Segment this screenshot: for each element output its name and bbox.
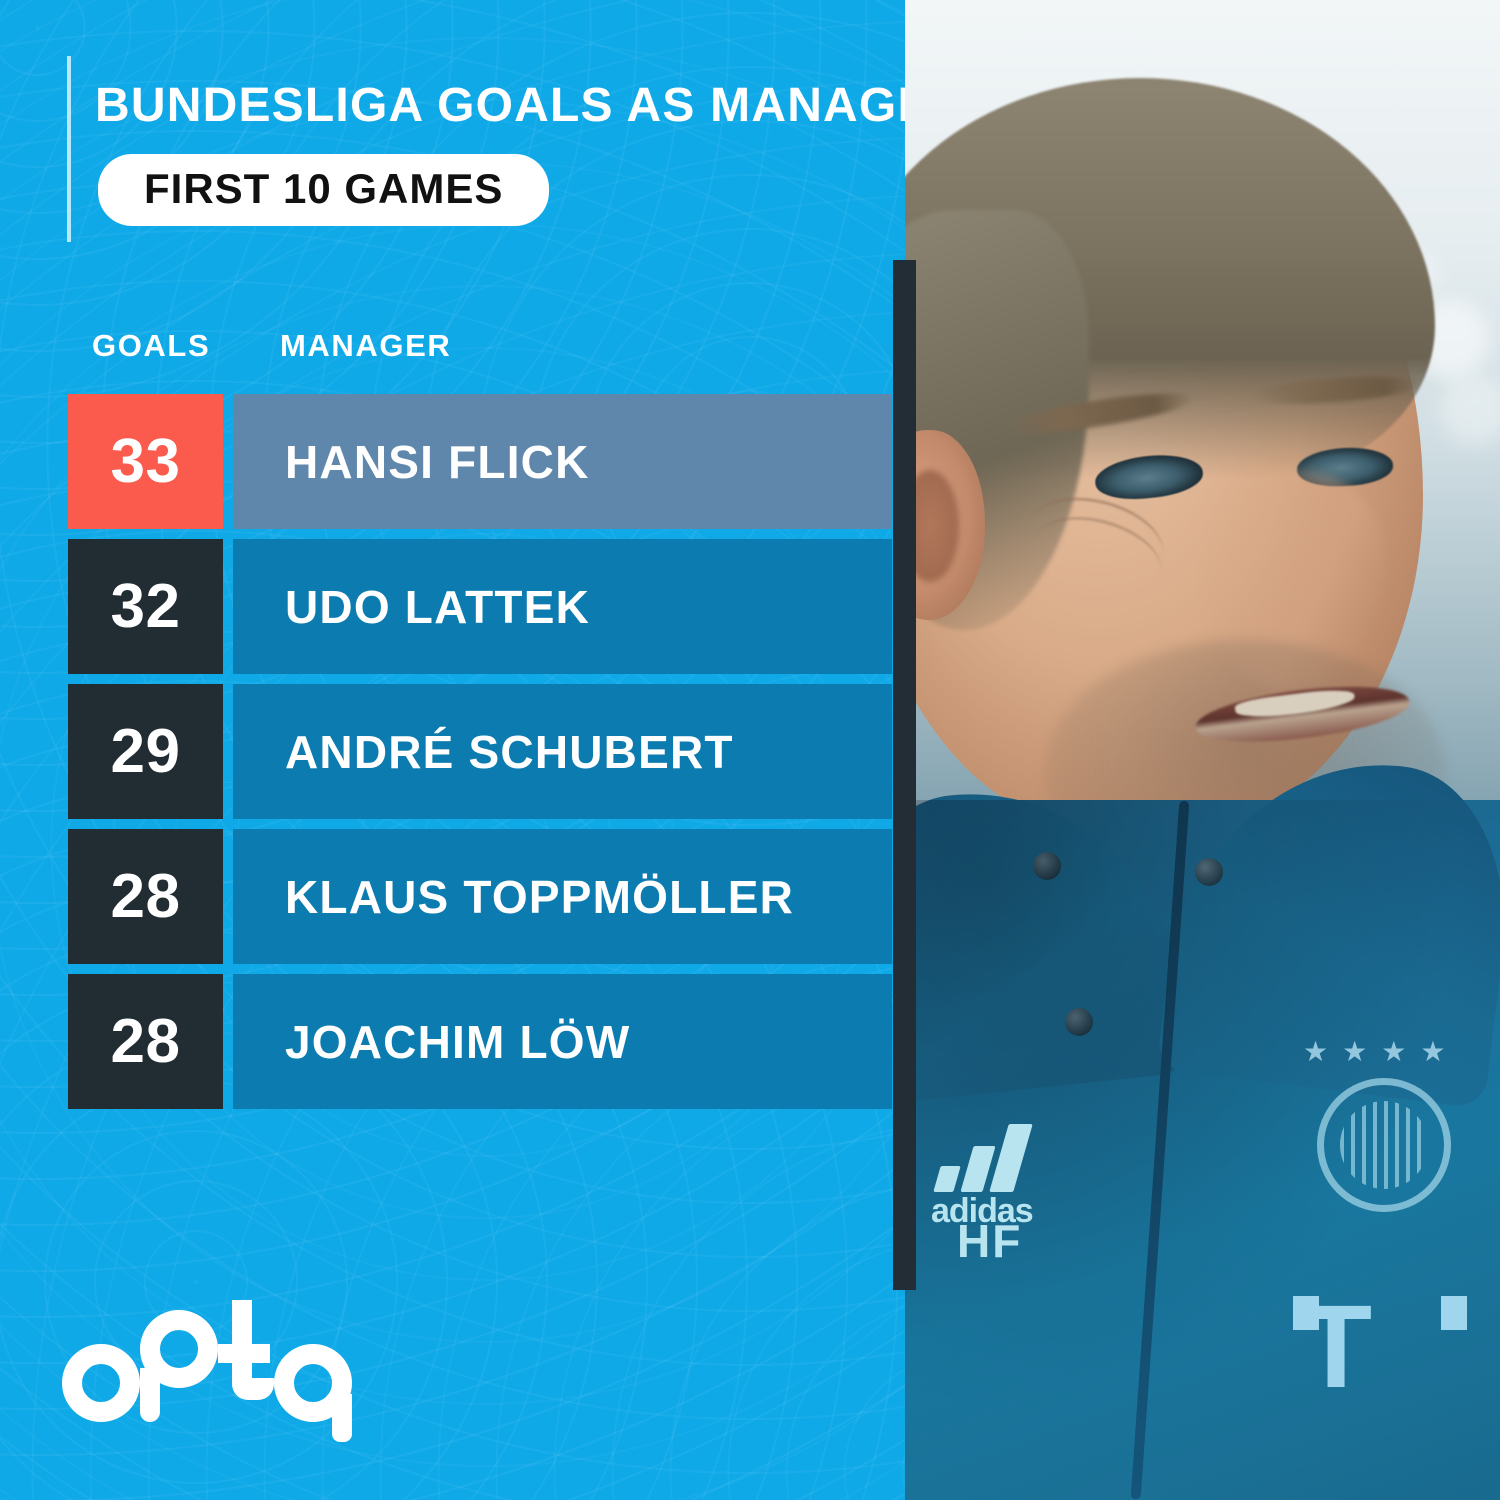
column-header-goals: GOALS [92,328,211,363]
sponsor-logo-icon: T [1300,1281,1372,1413]
jacket-snap [1195,858,1223,886]
table-row: 33 HANSI FLICK [68,394,892,529]
club-crest-icon [1317,1078,1451,1212]
jacket-initials: HF [957,1215,1023,1267]
star-icon: ★ [1420,1036,1446,1067]
table-row: 28 KLAUS TOPPMÖLLER [68,829,892,964]
goals-box: 29 [68,684,223,819]
sponsor-mark-left [1293,1296,1319,1330]
column-header-manager: MANAGER [280,328,452,363]
adidas-wordmark: adidas [931,1192,1034,1230]
goals-value: 32 [110,571,181,641]
manager-bar: HANSI FLICK [233,394,892,529]
goals-box: 33 [68,394,223,529]
bokeh-light [1440,375,1500,445]
letter-o-icon [62,1344,140,1422]
goals-value: 28 [110,1006,181,1076]
adidas-logo-icon: adidas [927,1108,1127,1228]
title-accent-rule [67,56,71,242]
manager-name: UDO LATTEK [285,580,591,633]
page-title: BUNDESLIGA GOALS AS MANAGER [95,79,920,132]
sponsor-mark-right [1441,1296,1467,1330]
manager-table: 33 HANSI FLICK 32 UDO LATTEK 29 [68,394,892,1119]
goals-box: 32 [68,539,223,674]
subject-photo: adidas HF ★ ★ ★ ★ FC BAYERN MÜNCHEN T [905,0,1500,1500]
subtitle-pill: FIRST 10 GAMES [98,154,550,226]
letter-t-icon [218,1300,274,1422]
goals-value: 29 [110,716,181,786]
goals-value: 33 [110,426,181,496]
manager-name: ANDRÉ SCHUBERT [285,725,734,778]
subtitle-label: FIRST 10 GAMES [144,165,504,212]
adidas-stripe [933,1166,961,1192]
letter-a-icon [274,1344,352,1442]
vertical-divider [893,260,916,1290]
table-row: 29 ANDRÉ SCHUBERT [68,684,892,819]
letter-p-icon [140,1310,218,1422]
jacket-snap [1033,852,1061,880]
jacket-snap [1065,1008,1093,1036]
goals-box: 28 [68,829,223,964]
opta-logo-glyphs [62,1300,352,1442]
manager-bar: JOACHIM LÖW [233,974,892,1109]
adidas-stripe [989,1124,1033,1192]
championship-stars-icon: ★ ★ ★ ★ [1303,1038,1473,1072]
goals-box: 28 [68,974,223,1109]
nose [1205,470,1385,690]
manager-name: HANSI FLICK [285,435,590,488]
manager-bar: KLAUS TOPPMÖLLER [233,829,892,964]
table-row: 32 UDO LATTEK [68,539,892,674]
content-panel: BUNDESLIGA GOALS AS MANAGER FIRST 10 GAM… [0,0,920,1500]
manager-name: KLAUS TOPPMÖLLER [285,870,795,923]
star-icon: ★ [1381,1036,1407,1067]
star-icon: ★ [1303,1036,1329,1067]
manager-bar: UDO LATTEK [233,539,892,674]
table-row: 28 JOACHIM LÖW [68,974,892,1109]
manager-name: JOACHIM LÖW [285,1015,631,1068]
star-icon: ★ [1342,1036,1368,1067]
opta-logo: opta [62,1300,352,1442]
manager-bar: ANDRÉ SCHUBERT [233,684,892,819]
goals-value: 28 [110,861,181,931]
